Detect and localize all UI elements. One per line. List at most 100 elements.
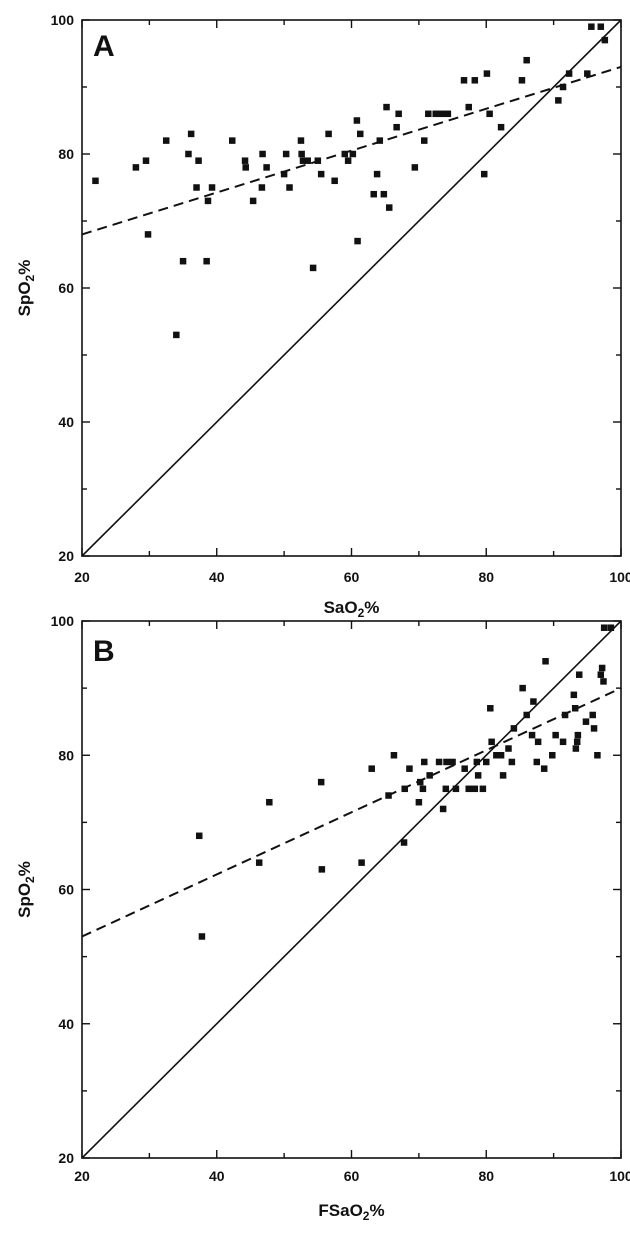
panel-a-data-point	[317, 170, 325, 178]
panel-a-data-point	[299, 157, 307, 164]
panel-a-data-point	[325, 130, 332, 138]
panel-b-data-point	[499, 772, 507, 779]
panel-b-data-point	[390, 752, 398, 759]
panel-b-y-tick-label: 20	[58, 1150, 74, 1166]
panel-b-data-point	[533, 758, 541, 766]
panel-b-data-point	[266, 798, 273, 806]
panel-a-y-tick-label: 100	[51, 12, 75, 28]
panel-a-data-point	[518, 77, 526, 84]
panel-b-data-point	[573, 738, 581, 746]
panel-a-data-point	[354, 237, 361, 245]
panel-a-panel-letter: A	[93, 30, 115, 63]
panel-a-data-point	[497, 123, 505, 131]
panel-a-data-point	[465, 103, 472, 111]
panel-b-data-point	[530, 698, 537, 705]
panel-b-data-point	[570, 691, 578, 699]
panel-a-data-point	[142, 157, 150, 164]
panel-b-data-point	[519, 684, 526, 692]
panel-a-y-tick-label: 80	[58, 146, 74, 162]
panel-b-data-point	[542, 658, 549, 665]
panel-a-data-point	[195, 157, 202, 164]
panel-b-data-point	[528, 731, 536, 739]
panel-b-data-point	[479, 785, 487, 793]
panel-b-data-point	[452, 785, 460, 793]
panel-b-data-point	[597, 671, 605, 678]
panel-a-data-point	[263, 164, 270, 171]
panel-b-data-point	[488, 738, 495, 746]
panel-b-y-tick-label: 100	[51, 613, 75, 629]
panel-b-data-point	[582, 718, 590, 725]
panel-b-data-point	[594, 752, 601, 759]
panel-b-data-point	[439, 805, 447, 813]
panel-a-data-point	[341, 150, 349, 158]
panel-a-data-point	[187, 130, 195, 138]
panel-a-scatter-plot: 20 40 60 80 100 20 40 60 80 100 SaO2% SpO2% A	[15, 12, 630, 620]
panel-b-x-tick-label: 60	[344, 1168, 360, 1184]
panel-a-data-point	[203, 257, 210, 265]
panel-b-x-tick-label: 80	[478, 1168, 494, 1184]
panel-a-x-tick-label: 20	[74, 569, 90, 585]
panel-a-x-tick-label: 40	[209, 569, 225, 585]
panel-b-data-point	[473, 758, 481, 766]
panel-a-data-point	[241, 157, 249, 164]
panel-b-data-point	[198, 933, 206, 940]
panel-b-identity-line	[81, 620, 622, 1159]
panel-a-data-point	[588, 23, 595, 30]
panel-a-data-point	[258, 184, 266, 191]
panel-b-data-point	[552, 731, 559, 739]
panel-b-data-point	[400, 839, 408, 846]
panel-a-data-point	[421, 137, 428, 144]
panel-b-data-point	[523, 711, 530, 719]
panel-a-data-point	[376, 137, 384, 144]
panel-a-y-axis-label: SpO2%	[15, 260, 37, 317]
panel-b-data-point	[442, 785, 450, 793]
panel-b-data-point	[435, 758, 443, 766]
panel-a-data-point	[425, 110, 432, 118]
panel-b-y-tick-label: 80	[58, 747, 74, 763]
panel-a-y-tick-label: 20	[58, 548, 74, 564]
panel-a-data-point	[480, 170, 488, 178]
panel-b-data-point	[318, 866, 326, 873]
panel-b-data-point	[401, 785, 408, 793]
panel-b-data-point	[474, 772, 482, 779]
panel-b-data-point	[465, 785, 472, 793]
panel-a-data-point	[92, 177, 99, 185]
panel-a-data-point	[228, 137, 236, 144]
panel-b-data-point	[493, 752, 500, 759]
panel-b-data-point	[487, 705, 494, 712]
panel-a-data-point	[393, 123, 400, 131]
panel-b-y-tick-label: 40	[58, 1016, 74, 1032]
panel-b-data-point	[600, 678, 607, 685]
panel-a-data-point	[282, 150, 290, 158]
panel-b-data-point	[317, 778, 325, 786]
panel-b-data-point	[426, 772, 433, 779]
panel-b-data-point	[600, 624, 608, 631]
panel-a-data-point	[523, 56, 530, 64]
panel-b-data-point	[443, 758, 450, 766]
panel-a-data-point	[385, 204, 393, 211]
panel-a-data-point	[460, 77, 468, 84]
panel-a-data-point	[395, 110, 402, 118]
panel-b-data-point	[589, 711, 596, 719]
panel-a-data-point	[373, 170, 381, 178]
panel-b-data-point	[419, 785, 427, 793]
panel-b-data-point	[598, 664, 606, 672]
panel-b-data-point	[510, 725, 518, 732]
panel-b-scatter-plot: 20 40 60 80 100 20 40 60 80 100 FSaO2% SpO2% B	[15, 613, 630, 1223]
panel-a-data-point	[185, 150, 192, 158]
panel-b-data-point	[255, 859, 263, 866]
panel-b-data-point	[574, 731, 582, 739]
panel-b-data-point	[572, 745, 580, 752]
panel-a-data-point	[331, 177, 338, 185]
panel-b-panel-letter: B	[93, 635, 115, 668]
panel-b-data-point	[508, 758, 516, 766]
panel-a-data-point	[357, 130, 364, 138]
panel-b-data-point	[483, 758, 490, 766]
panel-b-data-point	[449, 758, 456, 766]
panel-a-data-point	[471, 77, 479, 84]
panel-a-y-tick-label: 40	[58, 414, 74, 430]
panel-a-data-point	[280, 170, 288, 178]
panel-a-data-point	[179, 257, 187, 265]
panel-a-data-point	[380, 190, 388, 198]
panel-a-data-point	[297, 137, 305, 144]
